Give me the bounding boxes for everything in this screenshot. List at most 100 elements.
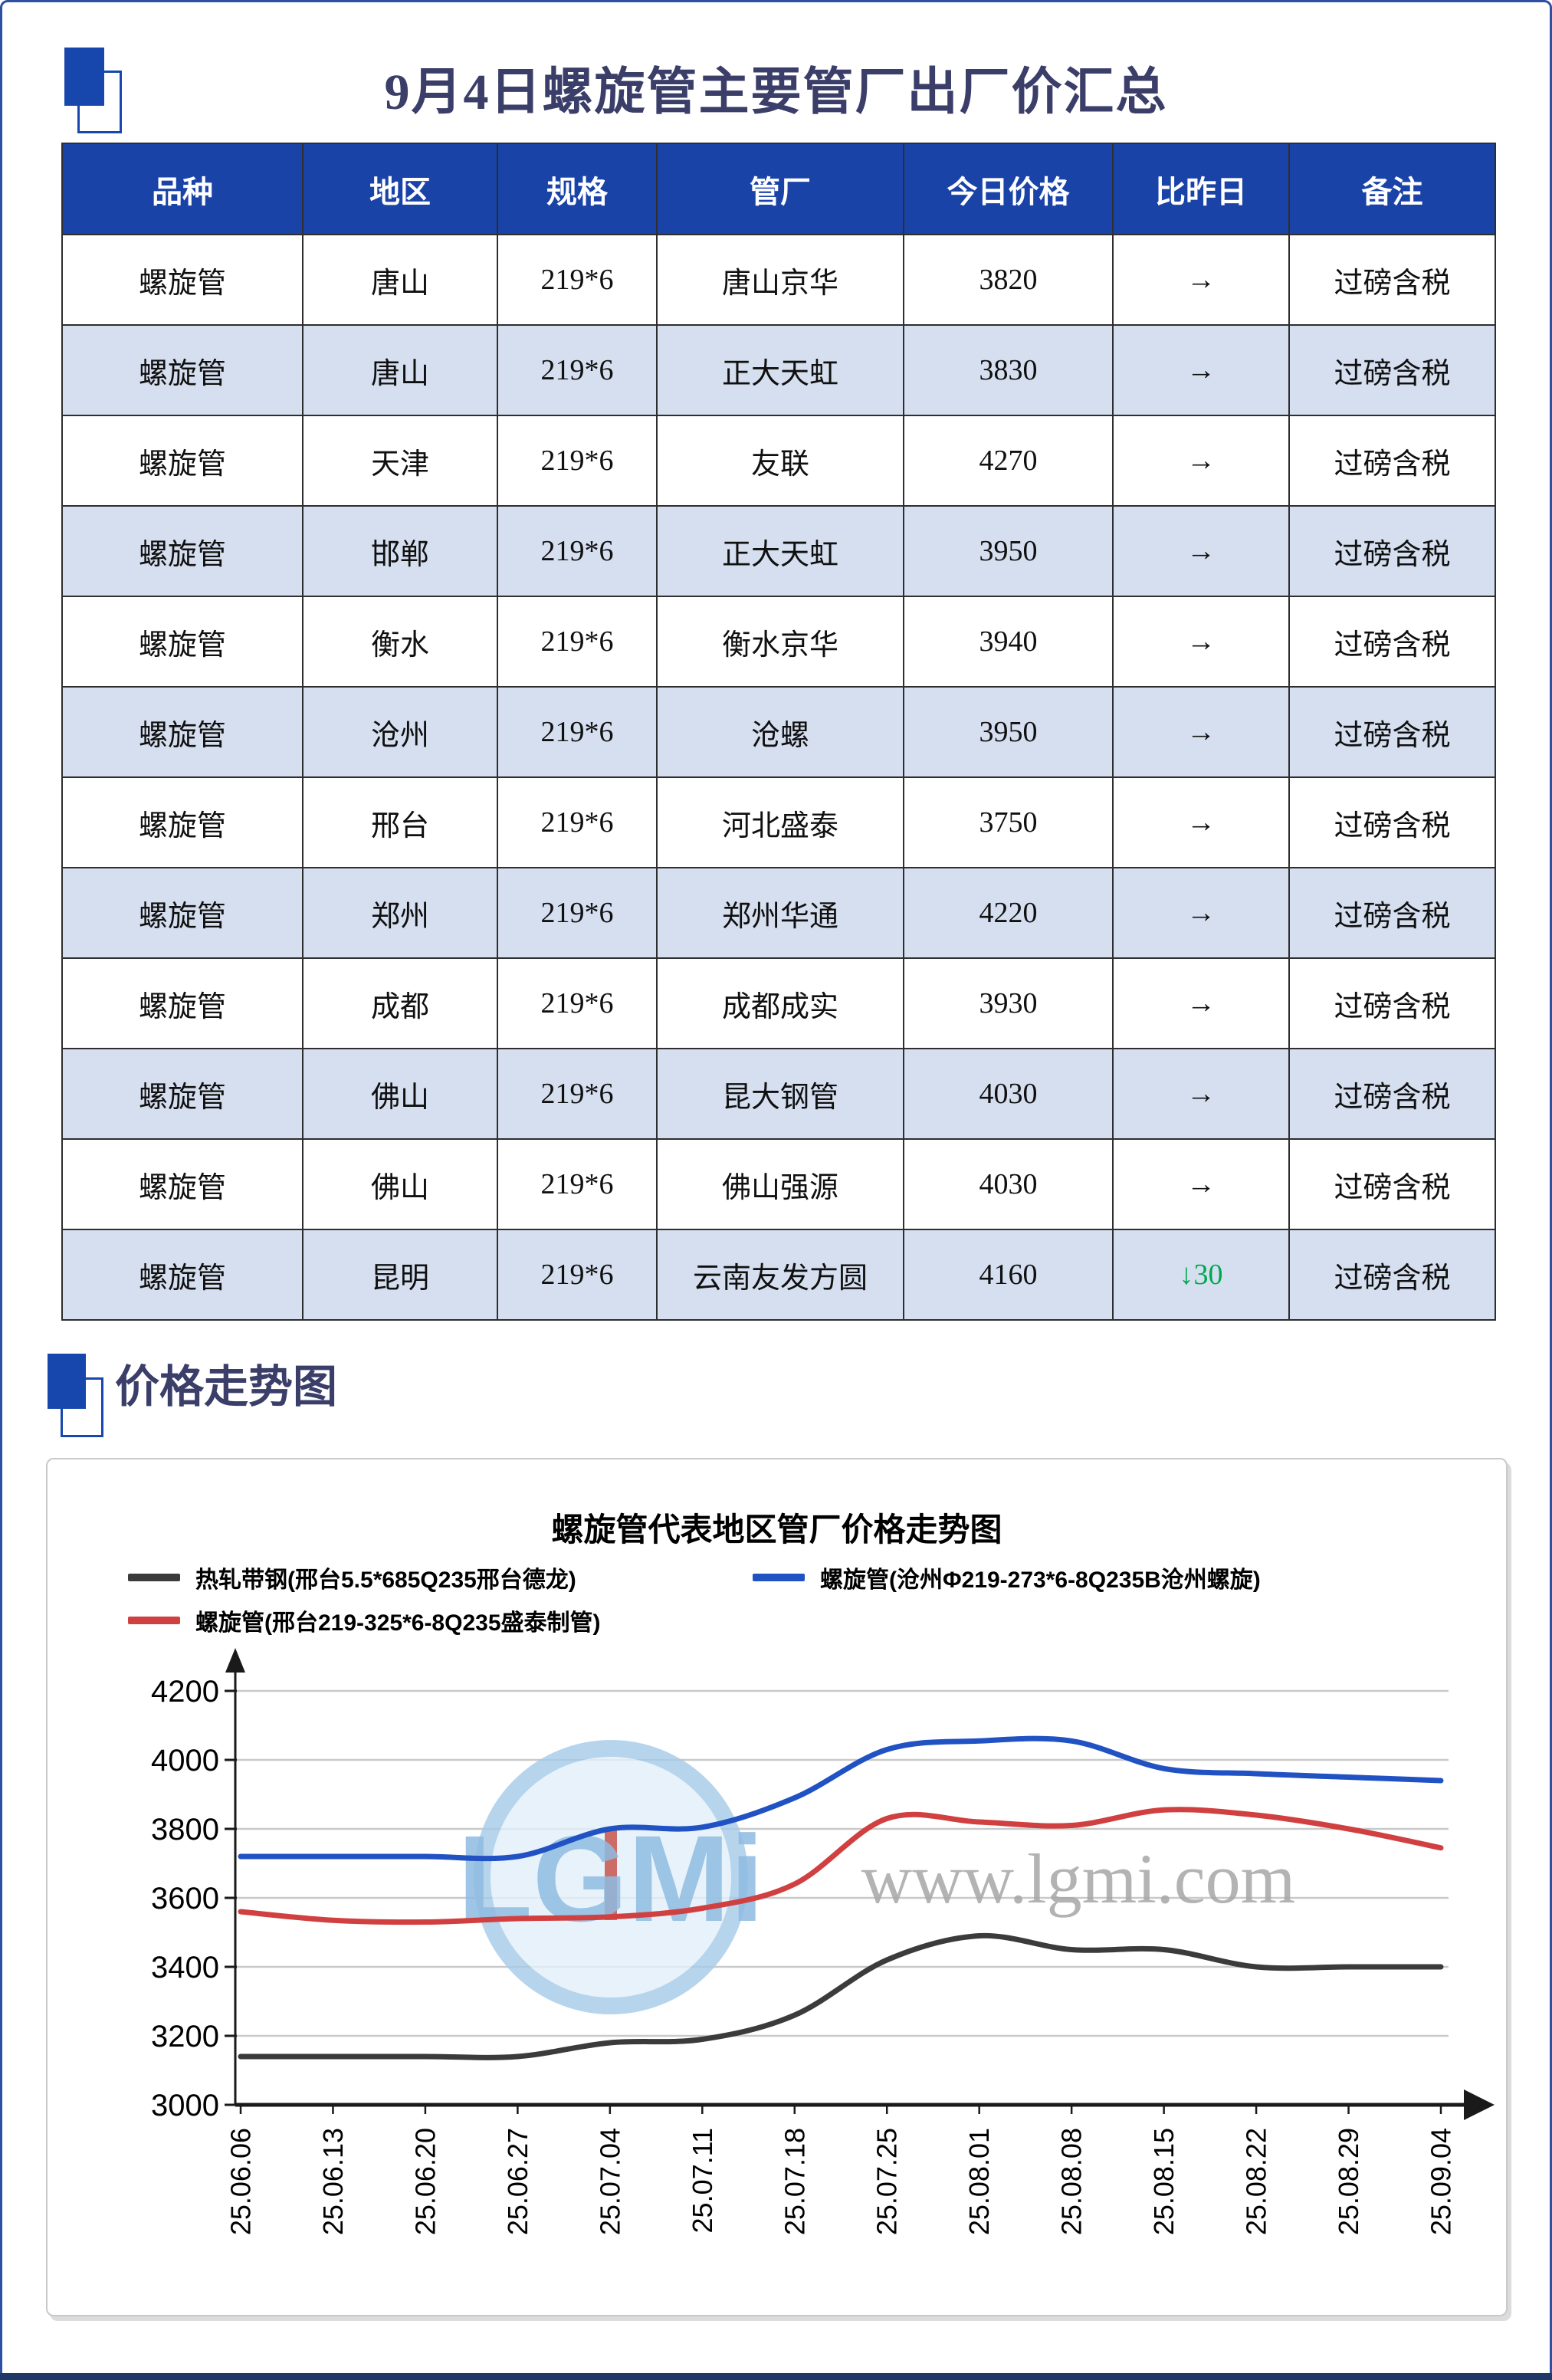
cell-variety: 螺旋管 — [61, 234, 304, 326]
cell-factory: 河北盛泰 — [656, 776, 904, 868]
cell-variety: 螺旋管 — [61, 1229, 304, 1321]
table-row: 螺旋管 佛山 219*6 佛山强源 4030 → 过磅含税 — [61, 1138, 1496, 1230]
svg-text:25.06.27: 25.06.27 — [502, 2128, 533, 2235]
y-axis-arrow — [225, 1648, 245, 1673]
cell-price: 3830 — [903, 324, 1114, 416]
cell-change: → — [1112, 867, 1290, 959]
cell-change: → — [1112, 1048, 1290, 1140]
page-title: 9月4日螺旋管主要管厂出厂价汇总 — [384, 64, 1168, 120]
series-line — [238, 1807, 1444, 1925]
column-header: 规格 — [497, 143, 658, 235]
watermark-site-text: www.lgmi.com — [861, 1840, 1295, 1918]
cell-factory: 友联 — [656, 415, 904, 507]
cell-spec: 219*6 — [497, 505, 658, 597]
column-header: 比昨日 — [1112, 143, 1290, 235]
x-axis-arrow — [1464, 2089, 1495, 2120]
price-trend-plot: LGMi www.lgmi.com 3000 3200 3400 3600 3800 40… — [151, 1648, 1495, 2235]
cell-note: 过磅含税 — [1288, 596, 1496, 688]
legend-item-hot-rolled-strip: 热轧带钢(邢台5.5*685Q235邢台德龙) — [128, 1561, 576, 1594]
cell-factory: 郑州华通 — [656, 867, 904, 959]
cell-factory: 正大天虹 — [656, 505, 904, 597]
watermark-logo-text: LGMi — [458, 1810, 764, 1947]
cell-note: 过磅含税 — [1288, 957, 1496, 1049]
cell-spec: 219*6 — [497, 1048, 658, 1140]
cell-factory: 正大天虹 — [656, 324, 904, 416]
cell-factory: 成都成实 — [656, 957, 904, 1049]
table-row: 螺旋管 沧州 219*6 沧螺 3950 → 过磅含税 — [61, 686, 1496, 778]
cell-variety: 螺旋管 — [61, 324, 304, 416]
svg-text:3000: 3000 — [151, 2089, 219, 2122]
cell-region: 天津 — [302, 415, 498, 507]
cell-factory: 沧螺 — [656, 686, 904, 778]
legend-swatch-black-line — [128, 1574, 180, 1581]
cell-spec: 219*6 — [497, 415, 658, 507]
column-header: 品种 — [61, 143, 304, 235]
cell-factory: 昆大钢管 — [656, 1048, 904, 1140]
cell-change: → — [1112, 686, 1290, 778]
table-header-row: 品种 地区 规格 管厂 今日价格 比昨日 备注 — [61, 143, 1496, 235]
svg-text:25.08.22: 25.08.22 — [1241, 2128, 1272, 2235]
cell-spec: 219*6 — [497, 324, 658, 416]
cell-price: 3750 — [903, 776, 1114, 868]
cell-change: → — [1112, 957, 1290, 1049]
svg-text:25.08.08: 25.08.08 — [1056, 2128, 1088, 2235]
cell-price: 4270 — [903, 415, 1114, 507]
cell-note: 过磅含税 — [1288, 1138, 1496, 1230]
cell-price: 3820 — [903, 234, 1114, 326]
cell-variety: 螺旋管 — [61, 867, 304, 959]
table-row: 螺旋管 昆明 219*6 云南友发方圆 4160 ↓30 过磅含税 — [61, 1229, 1496, 1321]
cell-note: 过磅含税 — [1288, 776, 1496, 868]
table-row: 螺旋管 衡水 219*6 衡水京华 3940 → 过磅含税 — [61, 596, 1496, 688]
cell-variety: 螺旋管 — [61, 1048, 304, 1140]
cell-variety: 螺旋管 — [61, 596, 304, 688]
trend-section-title: 价格走势图 — [115, 1362, 338, 1412]
section-bullet-square — [48, 1354, 86, 1409]
legend-swatch-red-line — [128, 1617, 180, 1624]
cell-note: 过磅含税 — [1288, 234, 1496, 326]
cell-region: 佛山 — [302, 1138, 498, 1230]
svg-text:25.09.04: 25.09.04 — [1426, 2128, 1457, 2235]
svg-text:3400: 3400 — [151, 1951, 219, 1984]
cell-variety: 螺旋管 — [61, 1138, 304, 1230]
cell-variety: 螺旋管 — [61, 415, 304, 507]
cell-region: 郑州 — [302, 867, 498, 959]
svg-text:3800: 3800 — [151, 1813, 219, 1847]
svg-text:25.08.01: 25.08.01 — [963, 2128, 995, 2235]
cell-price: 3950 — [903, 686, 1114, 778]
cell-price: 3950 — [903, 505, 1114, 597]
cell-price: 4220 — [903, 867, 1114, 959]
legend-label: 螺旋管(沧州Φ219-273*6-8Q235B沧州螺旋) — [820, 1568, 1261, 1593]
cell-note: 过磅含税 — [1288, 324, 1496, 416]
table-row: 螺旋管 天津 219*6 友联 4270 → 过磅含税 — [61, 415, 1496, 507]
column-header: 今日价格 — [903, 143, 1114, 235]
svg-text:25.07.04: 25.07.04 — [594, 2128, 625, 2235]
price-table: 品种 地区 规格 管厂 今日价格 比昨日 备注 螺旋管 唐山 219*6 唐山京华 3820 → 过磅含… — [61, 143, 1496, 1321]
cell-region: 成都 — [302, 957, 498, 1049]
cell-price: 3940 — [903, 596, 1114, 688]
cell-variety: 螺旋管 — [61, 505, 304, 597]
table-row: 螺旋管 唐山 219*6 唐山京华 3820 → 过磅含税 — [61, 234, 1496, 326]
table-row: 螺旋管 佛山 219*6 昆大钢管 4030 → 过磅含税 — [61, 1048, 1496, 1140]
svg-text:4000: 4000 — [151, 1744, 219, 1778]
svg-text:25.06.20: 25.06.20 — [409, 2128, 441, 2235]
cell-factory: 佛山强源 — [656, 1138, 904, 1230]
legend-label: 热轧带钢(邢台5.5*685Q235邢台德龙) — [195, 1568, 576, 1593]
legend-label: 螺旋管(邢台219-325*6-8Q235盛泰制管) — [195, 1610, 601, 1636]
cell-variety: 螺旋管 — [61, 686, 304, 778]
watermark-red-accent — [605, 1830, 617, 1920]
table-row: 螺旋管 成都 219*6 成都成实 3930 → 过磅含税 — [61, 957, 1496, 1049]
cell-region: 唐山 — [302, 234, 498, 326]
cell-spec: 219*6 — [497, 234, 658, 326]
cell-factory: 唐山京华 — [656, 234, 904, 326]
cell-variety: 螺旋管 — [61, 957, 304, 1049]
cell-note: 过磅含税 — [1288, 1048, 1496, 1140]
cell-region: 佛山 — [302, 1048, 498, 1140]
legend-item-xingtai-spiral-pipe: 螺旋管(邢台219-325*6-8Q235盛泰制管) — [128, 1604, 601, 1637]
chart-axes — [225, 1648, 1495, 2120]
column-header: 地区 — [302, 143, 498, 235]
cell-region: 唐山 — [302, 324, 498, 416]
title-bullet-square — [64, 48, 104, 106]
chart-series-lines — [238, 1735, 1444, 2060]
legend-item-cangzhou-spiral-pipe: 螺旋管(沧州Φ219-273*6-8Q235B沧州螺旋) — [753, 1561, 1261, 1594]
